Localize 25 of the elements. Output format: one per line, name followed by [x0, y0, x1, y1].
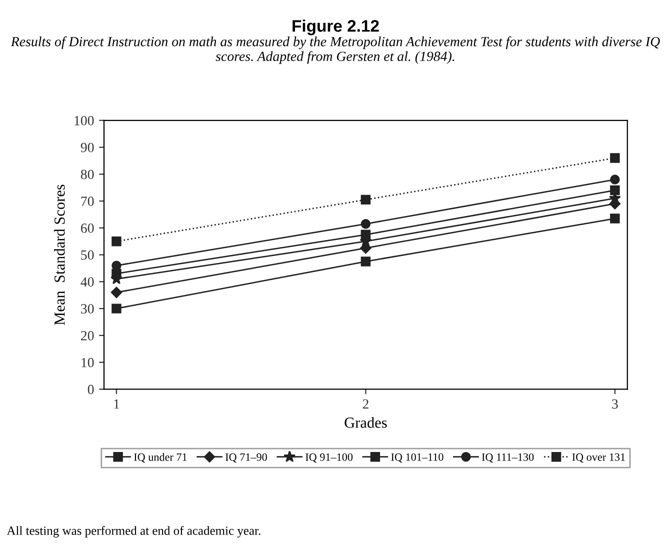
y-tick-label: 0	[88, 384, 94, 394]
y-axis-title: Mean Standard Scores	[54, 184, 65, 326]
x-tick-label: 2	[362, 399, 368, 409]
legend-label: IQ 91–100	[306, 453, 353, 463]
y-tick-label: 10	[82, 358, 94, 368]
legend-label: IQ 71–90	[225, 453, 267, 463]
y-tick-label: 90	[80, 142, 94, 152]
chart-title: Figure 2.12	[292, 20, 379, 36]
text: All testing was performed at end of academic year.	[6, 526, 260, 538]
y-tick-label: 60	[80, 224, 94, 233]
chart-subtitle: Results of Direct Instruction on math as measured by the Metropolitan Achievement Test for students with diverse IQ scores. Adapted from Gersten et al. (1984).	[10, 36, 660, 64]
legend-label: IQ over 131	[572, 453, 625, 463]
y-tick-label: 100	[74, 116, 94, 126]
y-tick-label: 70	[81, 196, 94, 206]
x-tick-label: 3	[612, 399, 618, 409]
legend-label: IQ 111–130	[482, 453, 534, 463]
y-tick-label: 50	[81, 250, 94, 260]
legend-label: IQ 101–110	[391, 453, 444, 463]
y-tick-label: 20	[81, 331, 94, 340]
legend-label: IQ under 71	[134, 453, 187, 463]
y-tick-label: 30	[81, 304, 94, 314]
x-tick-label: 1	[114, 399, 120, 409]
x-axis-title: Grades	[344, 417, 387, 428]
y-tick-label: 40	[80, 277, 94, 287]
y-tick-label: 80	[80, 170, 94, 180]
